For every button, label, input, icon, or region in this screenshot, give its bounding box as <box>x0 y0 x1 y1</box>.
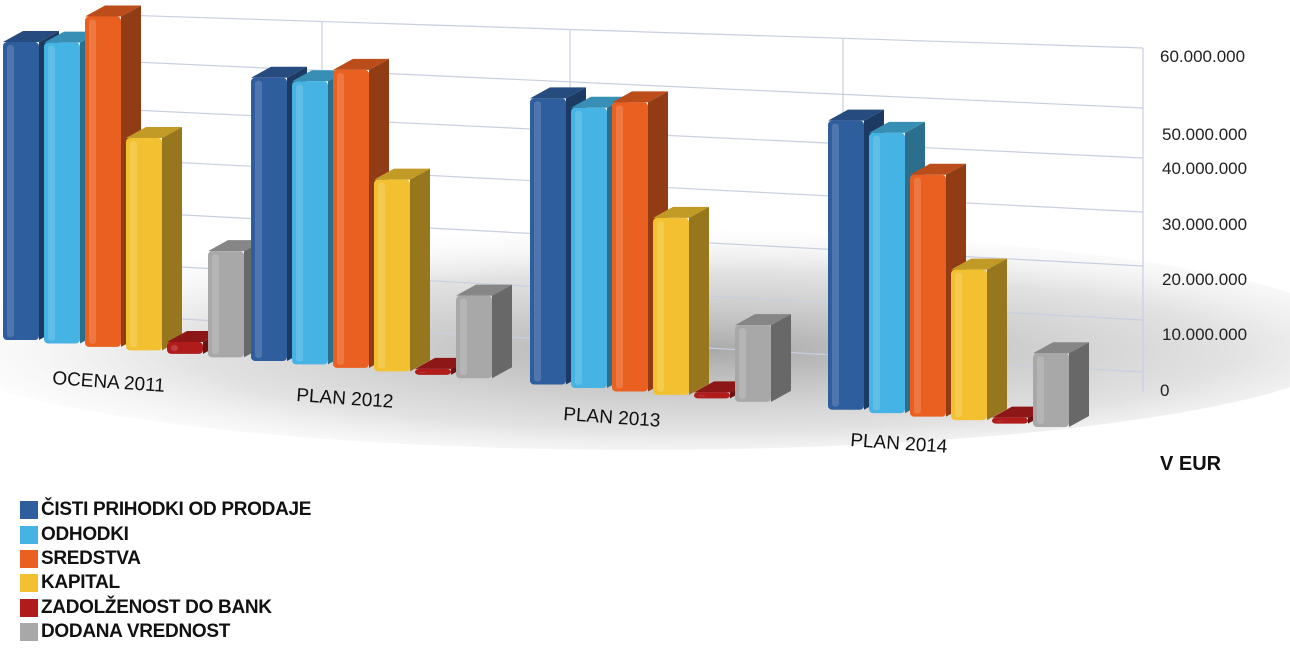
bar-front <box>992 417 1028 424</box>
legend-swatch <box>20 574 38 593</box>
legend-label: ČISTI PRIHODKI OD PRODAJE <box>41 499 312 521</box>
bar <box>1033 342 1089 428</box>
bar-top <box>208 240 264 252</box>
bar-highlight <box>171 345 178 351</box>
bar-highlight <box>955 272 962 418</box>
bar-highlight <box>873 135 880 411</box>
legend-item: ODHODKI <box>20 522 311 546</box>
bar-highlight <box>378 182 385 369</box>
bar-top <box>530 87 586 99</box>
bar <box>126 126 182 351</box>
bar-highlight <box>255 80 262 358</box>
y-tick-label: 0 <box>1160 381 1169 400</box>
legend-item: SREDSTVA <box>20 547 311 571</box>
legend-swatch <box>20 598 38 617</box>
bar-top <box>571 96 627 108</box>
bar-highlight <box>832 123 839 407</box>
bar <box>653 206 709 395</box>
bar-side <box>771 314 791 402</box>
bar-side <box>689 206 709 395</box>
legend-swatch <box>20 549 38 568</box>
bar-highlight <box>212 254 219 355</box>
bar-side <box>162 126 182 351</box>
bar-top <box>1033 342 1089 354</box>
legend-label: ODHODKI <box>41 523 129 545</box>
bar <box>735 314 791 402</box>
bar-side <box>492 284 512 379</box>
legend-label: KAPITAL <box>41 572 120 594</box>
legend-swatch <box>20 525 38 544</box>
bar-highlight <box>739 328 746 399</box>
legend-item: ZADOLŽENOST DO BANK <box>20 596 311 620</box>
y-tick-label: 40.000.000 <box>1162 159 1247 178</box>
bar-highlight <box>296 84 303 362</box>
bar-front <box>167 342 203 354</box>
bar-highlight <box>657 220 664 392</box>
bar-top <box>85 5 141 17</box>
y-axis-tick-labels: 60.000.000 50.000.000 40.000.000 30.000.… <box>1160 47 1247 400</box>
legend-swatch <box>20 501 38 520</box>
unit-label: V EUR <box>1160 453 1222 475</box>
bar-side <box>410 168 430 372</box>
bar <box>374 168 430 372</box>
bar-top <box>612 91 668 103</box>
bar-top <box>126 126 182 138</box>
bar-top <box>3 31 59 43</box>
bar-highlight <box>419 371 426 373</box>
y-tick-label: 50.000.000 <box>1162 125 1247 144</box>
bar <box>456 284 512 379</box>
legend-label: ZADOLŽENOST DO BANK <box>41 596 272 618</box>
legend-label: SREDSTVA <box>41 547 141 569</box>
bar-highlight <box>914 177 921 414</box>
bar-highlight <box>575 110 582 385</box>
bar-top <box>828 109 884 121</box>
bar-highlight <box>89 19 96 344</box>
bar-highlight <box>534 101 541 382</box>
legend-item: KAPITAL <box>20 571 311 595</box>
legend-swatch <box>20 623 38 642</box>
bar-highlight <box>460 298 467 376</box>
bar-highlight <box>1037 356 1044 425</box>
bar-top <box>333 58 389 70</box>
bar-highlight <box>616 105 623 389</box>
bar-top <box>251 66 307 78</box>
bar-top <box>910 163 966 175</box>
legend-item: DODANA VREDNOST <box>20 620 311 644</box>
legend-label: DODANA VREDNOST <box>41 621 231 643</box>
legend: ČISTI PRIHODKI OD PRODAJE ODHODKI SREDST… <box>20 498 311 644</box>
bar-top <box>374 168 430 180</box>
bar-highlight <box>698 395 705 397</box>
y-tick-label: 10.000.000 <box>1162 325 1247 344</box>
bar-top <box>951 258 1007 270</box>
bar-top <box>735 314 791 326</box>
y-tick-label: 60.000.000 <box>1160 47 1245 66</box>
bar-top <box>456 284 512 296</box>
bar-highlight <box>996 420 1003 422</box>
bar-front <box>415 368 451 375</box>
bar-top <box>869 121 925 133</box>
legend-item: ČISTI PRIHODKI OD PRODAJE <box>20 498 311 522</box>
bar-front <box>694 392 730 399</box>
bar-highlight <box>48 45 55 341</box>
y-tick-label: 20.000.000 <box>1162 270 1247 289</box>
bar-highlight <box>337 72 344 365</box>
bar-top <box>653 206 709 218</box>
bar-side <box>1069 342 1089 428</box>
gridline-horizontal <box>89 59 1144 109</box>
chart-bars <box>3 5 1089 428</box>
y-tick-label: 30.000.000 <box>1162 215 1247 234</box>
bar-highlight <box>7 45 14 338</box>
bar-highlight <box>130 140 137 348</box>
gridline-horizontal <box>89 13 1144 49</box>
bar <box>951 258 1007 421</box>
bar-side <box>987 258 1007 421</box>
